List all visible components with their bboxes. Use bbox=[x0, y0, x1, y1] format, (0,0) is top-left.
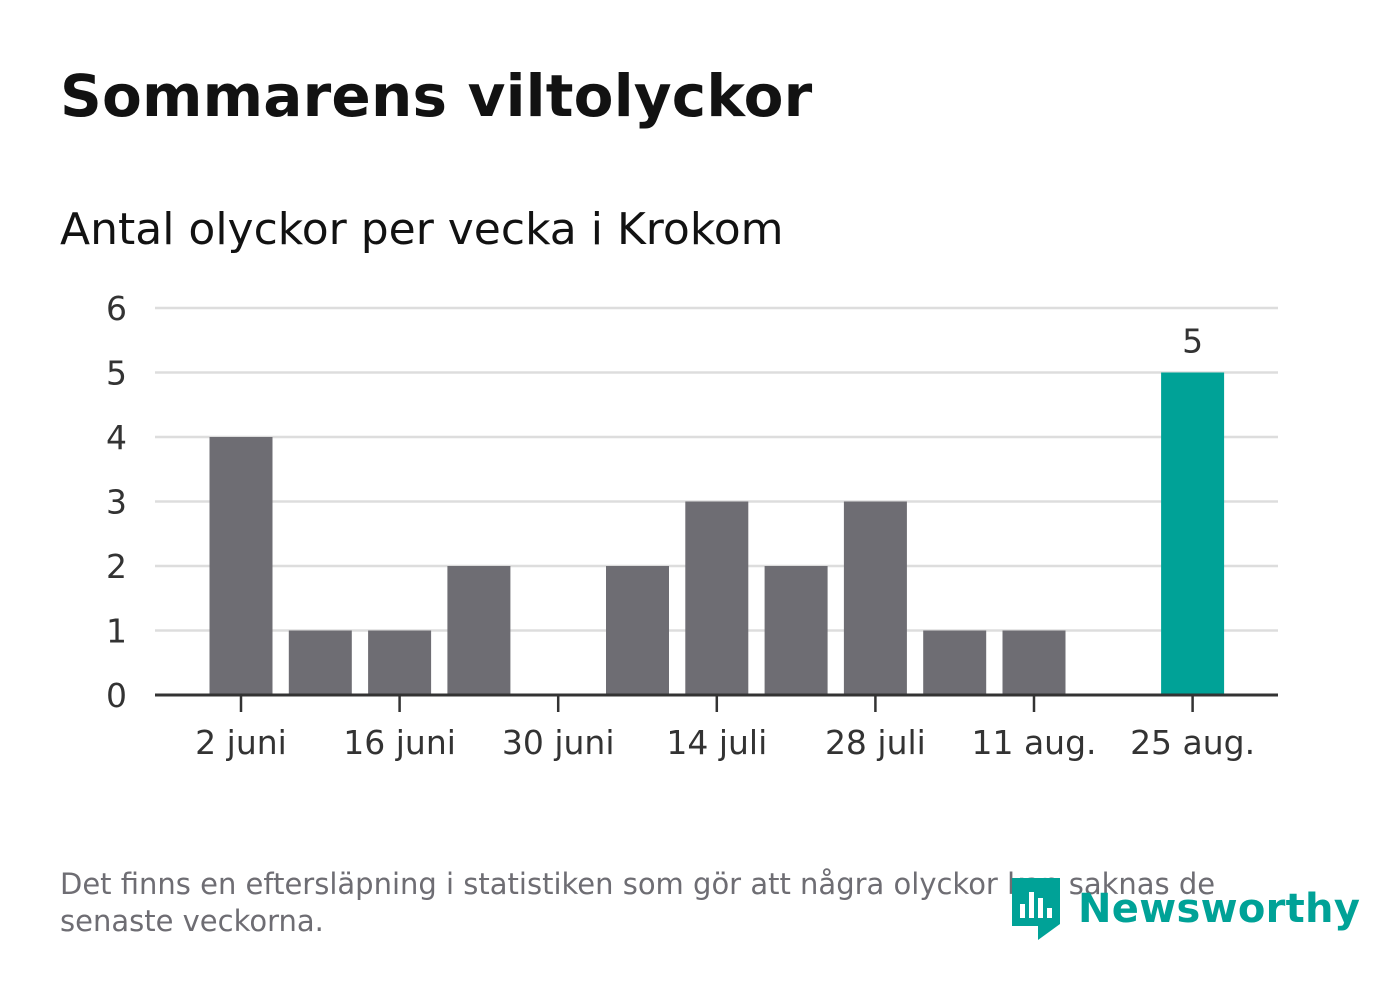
y-tick-label: 1 bbox=[106, 612, 127, 651]
x-tick-label: 25 aug. bbox=[1130, 723, 1255, 762]
bar-7-juli bbox=[606, 566, 669, 695]
brand-name: Newsworthy bbox=[1078, 886, 1361, 932]
bar-21-juli bbox=[764, 566, 828, 695]
chart-title: Sommarens viltolyckor bbox=[60, 62, 813, 130]
x-tick-label: 30 juni bbox=[502, 723, 615, 762]
y-tick-label: 0 bbox=[106, 676, 127, 715]
bar-11-aug- bbox=[1002, 630, 1066, 695]
bars bbox=[209, 372, 1225, 695]
newsworthy-logo-icon bbox=[1008, 876, 1064, 942]
data-label: 5 bbox=[1182, 322, 1203, 361]
bar-28-juli bbox=[843, 501, 907, 695]
bar-4-aug- bbox=[923, 630, 987, 695]
bar-23-juni bbox=[447, 566, 511, 695]
bar-25-aug- bbox=[1161, 372, 1225, 695]
y-axis-ticks: 0 1 2 3 4 5 6 bbox=[106, 289, 127, 715]
y-tick-label: 6 bbox=[106, 289, 127, 328]
bar-2-juni bbox=[209, 437, 273, 695]
bar-14-juli bbox=[685, 501, 749, 695]
y-tick-label: 4 bbox=[106, 418, 127, 457]
x-tick-label: 11 aug. bbox=[971, 723, 1096, 762]
x-tick-label: 2 juni bbox=[195, 723, 287, 762]
bar-9-juni bbox=[288, 630, 352, 695]
bar-chart: 0 1 2 3 4 5 6 2 juni 16 juni 30 juni 14 juli 28 ju… bbox=[106, 289, 1278, 762]
brand-logo: Newsworthy bbox=[1008, 876, 1360, 942]
x-tick-label: 16 juni bbox=[343, 723, 456, 762]
chart-subtitle: Antal olyckor per vecka i Krokom bbox=[60, 204, 784, 255]
data-labels: 5 bbox=[1182, 322, 1203, 361]
x-tick-label: 14 juli bbox=[666, 723, 767, 762]
y-tick-label: 5 bbox=[106, 354, 127, 393]
y-tick-label: 2 bbox=[106, 547, 127, 586]
x-axis-ticks: 2 juni 16 juni 30 juni 14 juli 28 juli 11 aug… bbox=[195, 695, 1255, 762]
bar-16-juni bbox=[368, 630, 432, 695]
y-tick-label: 3 bbox=[106, 483, 127, 522]
x-tick-label: 28 juli bbox=[825, 723, 926, 762]
